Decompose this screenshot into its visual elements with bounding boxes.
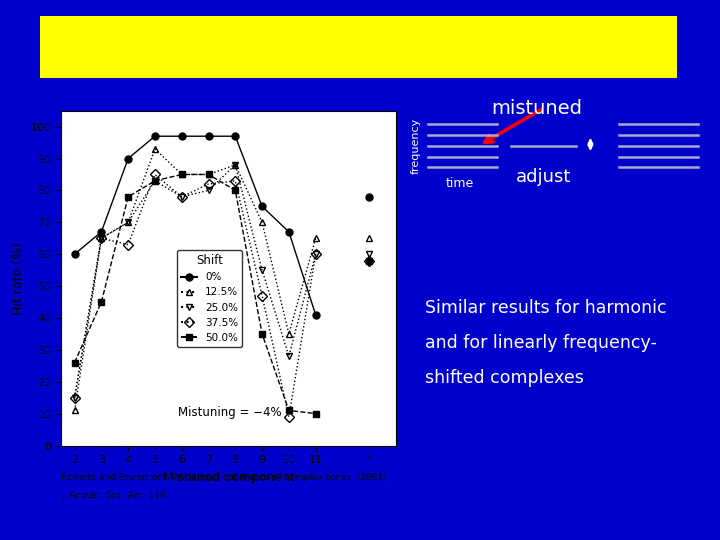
Legend: 0%, 12.5%, 25.0%, 37.5%, 50.0%: 0%, 12.5%, 25.0%, 37.5%, 50.0% — [177, 250, 243, 347]
Text: Mistuning = −4%: Mistuning = −4% — [179, 406, 282, 419]
Text: mistuned: mistuned — [491, 98, 582, 118]
X-axis label: Mistuned component: Mistuned component — [163, 471, 294, 484]
Text: time: time — [445, 177, 474, 190]
Text: J. Acoust. Soc. Am. 110: J. Acoust. Soc. Am. 110 — [61, 491, 166, 500]
Text: and for linearly frequency-: and for linearly frequency- — [425, 334, 657, 352]
Text: adjust: adjust — [516, 168, 571, 186]
Text: frequency: frequency — [411, 118, 421, 174]
Text: Similar results for harmonic: Similar results for harmonic — [425, 299, 667, 317]
Text: shifted complexes: shifted complexes — [425, 369, 584, 387]
Y-axis label: Hit rate (%): Hit rate (%) — [12, 241, 25, 315]
Text: Roberts and Brunstrom: Perceptual coherence of complex tones  (2001): Roberts and Brunstrom: Perceptual cohere… — [61, 474, 387, 482]
